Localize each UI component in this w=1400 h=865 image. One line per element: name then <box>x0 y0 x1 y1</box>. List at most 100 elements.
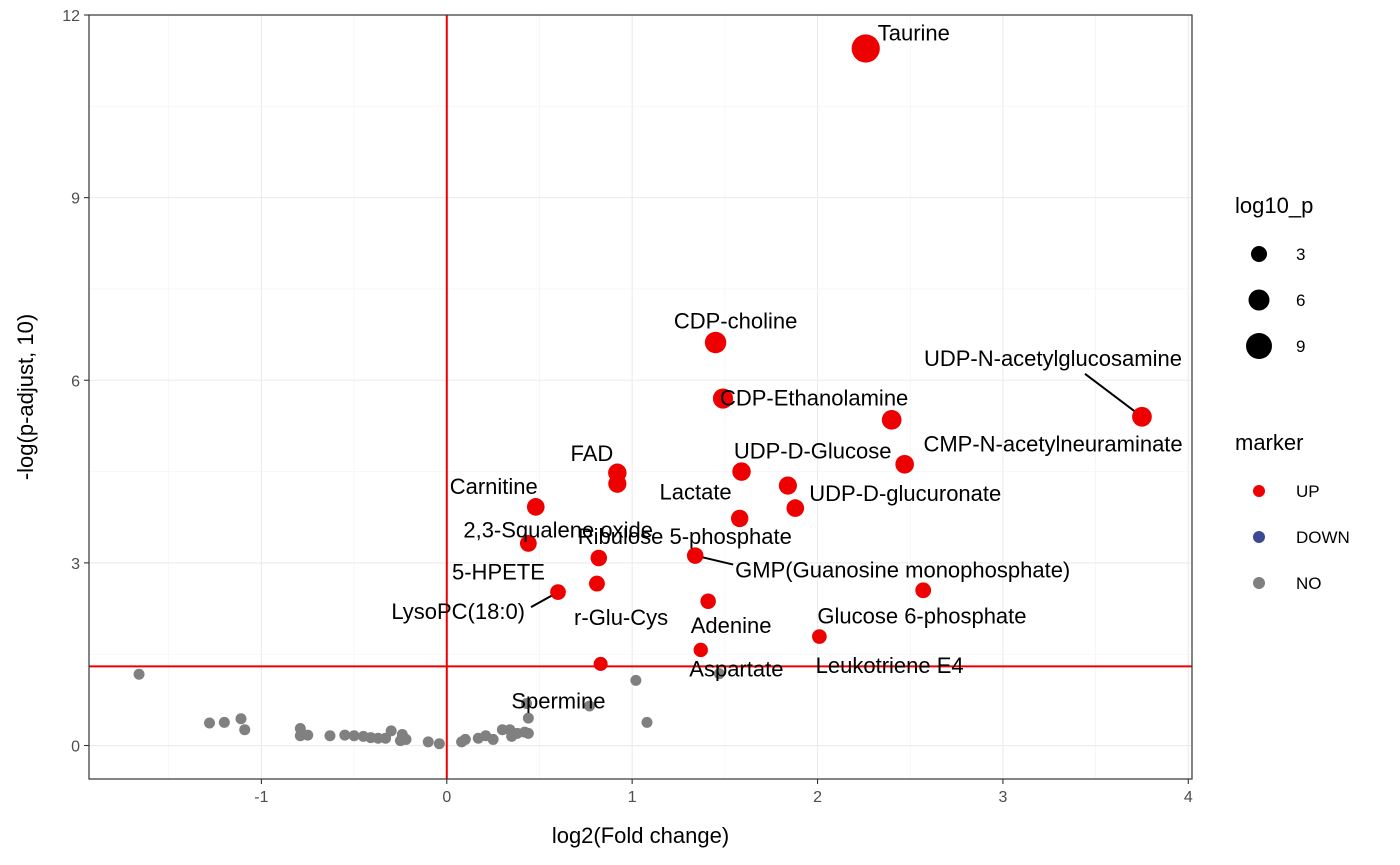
data-point <box>422 736 434 748</box>
data-point <box>732 462 751 481</box>
data-point <box>239 724 251 736</box>
data-point <box>218 716 230 728</box>
point-labels: Taurine CDP-choline CDP-Ethanolamine UDP-N-… <box>391 20 1182 713</box>
point-label: GMP(Guanosine monophosphate) <box>735 558 1070 583</box>
data-point <box>590 549 608 567</box>
point-label: 5-HPETE <box>452 560 545 585</box>
legend-size-label: 3 <box>1296 245 1305 264</box>
x-axis-title: log2(Fold change) <box>552 823 729 848</box>
data-point <box>786 499 805 517</box>
data-point <box>133 668 145 680</box>
data-point <box>235 713 247 725</box>
point-label: FAD <box>571 441 614 466</box>
data-point <box>550 584 566 600</box>
legend-color-key <box>1253 577 1265 589</box>
legend: log10_p marker 3 6 9 UP DOWN NO <box>1235 193 1350 593</box>
legend-color-label: DOWN <box>1296 528 1350 547</box>
plot-panel-border <box>88 14 1193 780</box>
y-tick-label: 6 <box>71 373 80 390</box>
data-point <box>693 642 708 658</box>
point-label: Leukotriene E4 <box>816 653 964 678</box>
x-tick-label: 3 <box>998 789 1007 806</box>
data-point <box>519 534 537 552</box>
y-axis-title: -log(p-adjust, 10) <box>13 314 38 480</box>
data-point <box>713 668 725 680</box>
y-tick-label: 3 <box>71 556 80 573</box>
data-point <box>302 729 314 741</box>
legend-size-key <box>1246 333 1272 359</box>
label-leader-line <box>1084 372 1143 418</box>
legend-size-title: log10_p <box>1235 193 1313 218</box>
y-tick-label: 12 <box>62 8 80 25</box>
data-point <box>641 716 653 728</box>
data-point <box>712 388 734 409</box>
point-label: CMP-N-acetylneuraminate <box>923 431 1182 456</box>
point-label: LysoPC(18:0) <box>391 599 525 624</box>
data-point <box>526 498 545 516</box>
point-label: Aspartate <box>689 657 783 682</box>
data-point <box>915 582 932 599</box>
point-label: CDP-Ethanolamine <box>720 386 908 411</box>
data-point <box>881 409 902 430</box>
data-point <box>487 733 499 745</box>
data-point <box>704 331 727 354</box>
point-label: UDP-D-glucuronate <box>809 481 1001 506</box>
data-point <box>851 34 880 63</box>
point-label: r-Glu-Cys <box>574 605 668 630</box>
data-point <box>522 712 534 724</box>
x-tick-label: -1 <box>254 789 268 806</box>
point-label: Lactate <box>660 479 732 504</box>
x-tick-label: 0 <box>442 789 451 806</box>
data-point <box>348 730 360 742</box>
data-point <box>608 474 627 493</box>
point-label: Glucose 6-phosphate <box>817 604 1026 629</box>
legend-color-title: marker <box>1235 430 1303 455</box>
x-tick-label: 2 <box>813 789 822 806</box>
legend-color-key <box>1253 485 1265 497</box>
data-point <box>459 733 471 745</box>
grid-lines <box>89 14 1192 779</box>
data-point <box>433 738 445 750</box>
x-tick-label: 4 <box>1184 789 1193 806</box>
data-points <box>133 34 1152 750</box>
point-label: Spermine <box>511 689 605 714</box>
data-point <box>385 725 397 737</box>
point-label: Carnitine <box>450 474 538 499</box>
legend-size-key <box>1251 246 1267 262</box>
legend-size-label: 9 <box>1296 337 1305 356</box>
legend-color-key <box>1253 531 1265 543</box>
data-point <box>778 476 797 495</box>
point-label: Adenine <box>691 613 772 638</box>
data-point <box>730 509 749 528</box>
y-tick-label: 0 <box>71 739 80 756</box>
threshold-lines <box>89 15 1192 779</box>
data-point <box>1132 406 1152 427</box>
data-point <box>593 656 608 671</box>
data-point <box>895 454 914 474</box>
point-label: UDP-D-Glucose <box>734 439 892 464</box>
point-label: Taurine <box>878 20 950 45</box>
data-point <box>203 717 215 729</box>
legend-color-label: NO <box>1296 574 1322 593</box>
data-point <box>522 727 534 739</box>
legend-size-key <box>1248 289 1270 311</box>
data-point <box>584 700 596 712</box>
data-point <box>394 735 406 747</box>
point-label: 2,3-Squalene oxide <box>463 517 653 542</box>
legend-color-label: UP <box>1296 482 1320 501</box>
point-label: Ribulose 5-phosphate <box>578 524 792 549</box>
data-point <box>324 730 336 742</box>
x-tick-label: 1 <box>628 789 637 806</box>
data-point <box>588 575 605 592</box>
data-point <box>686 547 704 564</box>
data-point <box>630 674 642 686</box>
legend-size-label: 6 <box>1296 291 1305 310</box>
data-point <box>339 729 351 741</box>
point-label: CDP-choline <box>674 309 798 334</box>
data-point <box>520 698 532 710</box>
data-point <box>812 629 827 644</box>
y-tick-label: 9 <box>71 191 80 208</box>
